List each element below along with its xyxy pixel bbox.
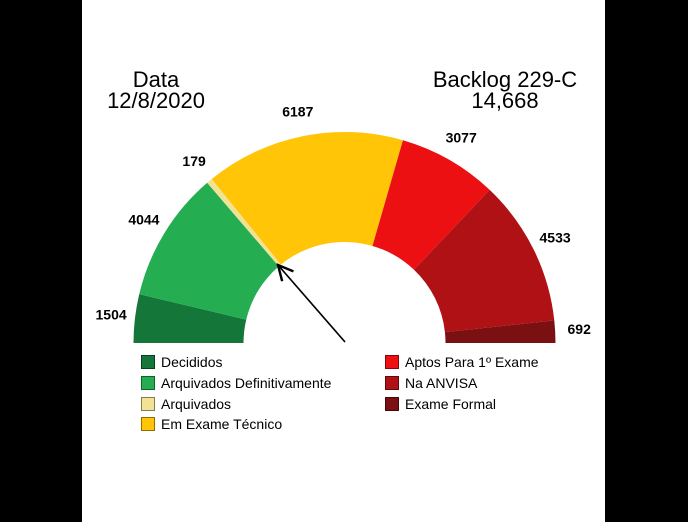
chart-total: 14,668 [471, 88, 539, 113]
legend-label: Exame Formal [405, 395, 497, 412]
gauge-segment-0 [133, 294, 247, 343]
legend-item: Decididos [141, 352, 331, 373]
legend-label: Em Exame Técnico [161, 416, 283, 433]
legend-label: Arquivados [161, 395, 232, 412]
gauge-segments [133, 132, 556, 343]
legend-label: Decididos [161, 354, 223, 371]
legend-item: Exame Formal [385, 393, 539, 414]
date-header: Data 12/8/2020 [60, 67, 252, 113]
gauge-segment-5 [413, 189, 555, 333]
segment-value-label: 3077 [446, 130, 477, 146]
date-value: 12/8/2020 [107, 88, 205, 113]
legend-swatch-icon [141, 376, 155, 391]
legend-item: Arquivados [141, 393, 331, 414]
legend-item: Em Exame Técnico [141, 414, 331, 435]
legend-label: Na ANVISA [405, 375, 478, 392]
segment-value-label: 179 [182, 153, 206, 169]
legend-right: Aptos Para 1º Exame Na ANVISA Exame Formal [385, 352, 539, 414]
gauge-segment-6 [444, 320, 556, 343]
segment-value-label: 4044 [128, 211, 159, 227]
legend-item: Aptos Para 1º Exame [385, 352, 539, 373]
legend-swatch-icon [385, 396, 399, 411]
gauge-segment-2 [207, 179, 281, 267]
legend-swatch-icon [141, 355, 155, 370]
gauge-segment-3 [211, 132, 403, 265]
legend-swatch-icon [141, 417, 155, 432]
legend-swatch-icon [141, 396, 155, 411]
legend-left: Decididos Arquivados Definitivamente Arqui… [141, 352, 331, 435]
segment-value-label: 1504 [96, 306, 127, 322]
segment-value-label: 4533 [540, 229, 571, 245]
legend-label: Aptos Para 1º Exame [405, 354, 539, 371]
segment-value-label: 692 [568, 321, 592, 337]
legend-swatch-icon [385, 355, 399, 370]
legend-swatch-icon [385, 376, 399, 391]
legend-item: Arquivados Definitivamente [141, 373, 331, 394]
date-title: Data [132, 67, 180, 92]
backlog-header: Backlog 229-C 14,668 [409, 67, 601, 113]
legend-label: Arquivados Definitivamente [161, 375, 332, 392]
segment-value-label: 6187 [282, 103, 313, 119]
gauge-value-labels: 1504 4044 179 6187 3077 4533 692 [96, 103, 592, 337]
annotation-arrow [278, 265, 346, 343]
gauge-segment-1 [139, 182, 279, 320]
chart-title: Backlog 229-C [432, 67, 578, 92]
legend-item: Na ANVISA [385, 373, 539, 394]
gauge-segment-4 [372, 140, 490, 270]
